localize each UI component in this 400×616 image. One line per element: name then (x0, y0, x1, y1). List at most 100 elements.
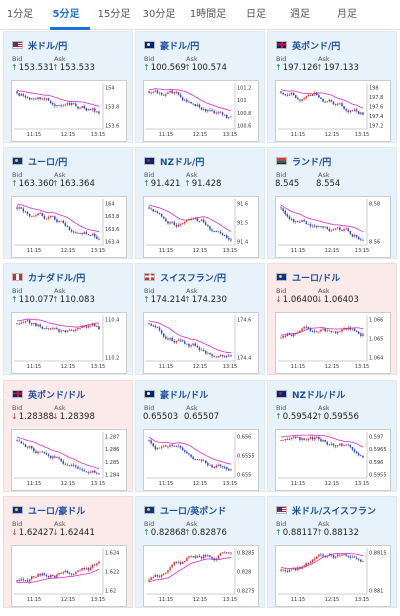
candle-body (198, 220, 201, 222)
price-chart[interactable]: 1.624 1.622 1.62 11:15 12:15 13:15 (11, 545, 127, 607)
tab-3[interactable]: 15分足 (97, 9, 131, 20)
candle-body (288, 216, 291, 220)
candle-body (303, 220, 305, 222)
candle-body (181, 562, 184, 565)
candle-body (171, 90, 173, 94)
candle-body (163, 94, 165, 96)
tab-1[interactable]: 1分足 (6, 9, 34, 20)
price-chart[interactable]: 8.58 8.56 11:15 12:15 13:15 (275, 196, 391, 258)
currency-pair-title[interactable]: ランド/円 (276, 155, 331, 168)
candle-body (295, 333, 297, 334)
currency-pair-title[interactable]: ユーロ/円 (12, 155, 67, 168)
price-chart[interactable]: 0.656 0.6555 0.655 11:15 12:15 13:15 (143, 429, 259, 491)
price-chart[interactable]: 0.8815 0.881 11:15 12:15 13:15 (275, 545, 391, 607)
tab-6[interactable]: 日足 (246, 9, 266, 20)
candle-body (330, 99, 333, 102)
currency-card[interactable]: NZドル/円 Bid Ask ↑91.421 ↑91.428 91.6 91.5 91.4 11… (135, 147, 265, 259)
candle-body (226, 552, 228, 554)
y-tick-label: 91.4 (237, 240, 248, 246)
price-chart[interactable]: 164 163.8 163.6 163.4 11:15 12:15 13:15 (11, 196, 127, 258)
price-chart[interactable]: 154 153.8 153.6 11:15 12:15 13:15 (11, 80, 127, 142)
currency-card[interactable]: ユーロ/英ポンド Bid Ask ↑0.82868 ↑0.82876 0.8285 0.82… (135, 496, 265, 608)
candle-body (16, 440, 18, 442)
currency-pair-title[interactable]: 英ポンド/ドル (12, 388, 85, 401)
candle-body (207, 224, 209, 227)
candle-body (221, 552, 224, 554)
candle-body (313, 437, 316, 440)
candle-body (355, 451, 358, 454)
currency-card[interactable]: 米ドル/円 Bid Ask ↑153.531 ↑153.533 154 153.8 153.6… (3, 31, 133, 143)
currency-pair-title[interactable]: ユーロ/英ポンド (144, 504, 226, 517)
candle-body (77, 466, 79, 469)
currency-pair-title[interactable]: NZドル/ドル (276, 388, 345, 401)
y-tick-label: 154 (105, 86, 115, 92)
tab-5[interactable]: 1時間足 (189, 9, 227, 20)
tab-7[interactable]: 週足 (290, 9, 310, 20)
currency-card[interactable]: 英ポンド/円 Bid Ask ↑197.126 ↑197.133 198 197.8 197.… (267, 31, 397, 143)
currency-card[interactable]: スイスフラン/円 Bid Ask ↑174.214 ↑174.230 174.6 174.4… (135, 263, 265, 375)
price-chart[interactable]: 198 197.8 197.6 197.4 197.2 11:15 12:15 13:15 (275, 80, 391, 142)
candle-body (52, 574, 54, 576)
candle-body (66, 103, 69, 105)
candle-body (24, 95, 27, 98)
candle-body (345, 228, 347, 230)
ask-price: 8.554 (316, 179, 340, 189)
candle-body (194, 459, 196, 460)
candle-body (160, 446, 163, 448)
price-chart[interactable]: 91.6 91.5 91.4 11:15 12:15 13:15 (143, 196, 259, 258)
price-chart[interactable]: 1.066 1.065 1.064 11:15 12:15 13:15 (275, 312, 391, 374)
candle-body (16, 207, 18, 209)
candle-body (284, 211, 286, 215)
candle-body (205, 108, 207, 112)
currency-pair-title[interactable]: 米ドル/スイスフラン (276, 504, 376, 517)
currency-card[interactable]: 豪ドル/円 Bid Ask ↑100.569 ↑100.574 101.2 101 100.8… (135, 31, 265, 143)
currency-card[interactable]: ランド/円 Bid Ask 8.545 8.554 8.58 8.56 11:15 12:15 1… (267, 147, 397, 259)
bid-price: ↑0.88117 (275, 528, 318, 538)
currency-pair-title[interactable]: ユーロ/豪ドル (12, 504, 85, 517)
candle-body (56, 104, 58, 106)
currency-card[interactable]: NZドル/ドル Bid Ask ↑0.59542 ↑0.59556 0.597 0.5965… (267, 380, 397, 492)
currency-pair-title[interactable]: スイスフラン/円 (144, 271, 226, 284)
x-tick-label: 13:15 (91, 364, 105, 370)
candle-body (79, 468, 81, 470)
candle-body (219, 355, 222, 356)
x-tick-label: 13:15 (223, 597, 237, 603)
ask-label: Ask (318, 287, 330, 295)
candle-body (330, 230, 333, 232)
ask-label: Ask (186, 55, 198, 63)
currency-card[interactable]: 米ドル/スイスフラン Bid Ask ↑0.88117 ↑0.88132 0.8815 0.… (267, 496, 397, 608)
ask-price: 0.65507 (184, 412, 219, 422)
currency-card[interactable]: ユーロ/ドル Bid Ask ↓1.06400 ↓1.06403 1.066 1.065 1.… (267, 263, 397, 375)
candle-body (219, 464, 222, 467)
currency-pair-title[interactable]: 豪ドル/ドル (144, 388, 208, 401)
candle-body (228, 469, 230, 471)
price-chart[interactable]: 174.6 174.4 11:15 12:15 13:15 (143, 312, 259, 374)
currency-card[interactable]: 英ポンド/ドル Bid Ask ↓1.28388 ↓1.28398 1.287 1.286 1… (3, 380, 133, 492)
currency-pair-title[interactable]: カナダドル/円 (12, 271, 85, 284)
y-tick-label: 197.6 (369, 105, 383, 111)
currency-card[interactable]: ユーロ/円 Bid Ask ↑163.360 ↑163.364 164 163.8 163.6… (3, 147, 133, 259)
tab-2[interactable]: 5分足 (52, 9, 80, 20)
price-chart[interactable]: 1.287 1.286 1.285 1.284 11:15 12:15 13:15 (11, 429, 127, 491)
price-chart[interactable]: 0.8285 0.828 0.8275 11:15 12:15 13:15 (143, 545, 259, 607)
x-tick-label: 12:15 (61, 481, 75, 487)
price-chart[interactable]: 0.597 0.5965 0.596 0.5955 11:15 12:15 13:15 (275, 429, 391, 491)
candle-body (223, 114, 226, 116)
currency-pair-title[interactable]: 米ドル/円 (12, 39, 67, 52)
price-chart[interactable]: 110.4 110.2 11:15 12:15 13:15 (11, 312, 127, 374)
currency-pair-title[interactable]: 豪ドル/円 (144, 39, 199, 52)
candle-body (56, 574, 58, 578)
candle-body (280, 569, 282, 571)
currency-card[interactable]: ユーロ/豪ドル Bid Ask ↓1.62427 ↓1.62441 1.624 1.622 1… (3, 496, 133, 608)
currency-pair-title[interactable]: NZドル/円 (144, 155, 204, 168)
currency-pair-title[interactable]: ユーロ/ドル (276, 271, 340, 284)
candle-body (301, 328, 303, 331)
currency-pair-title[interactable]: 英ポンド/円 (276, 39, 340, 52)
candle-body (297, 436, 299, 438)
tab-4[interactable]: 30分足 (142, 9, 176, 20)
tab-8[interactable]: 月足 (337, 9, 357, 20)
currency-card[interactable]: カナダドル/円 Bid Ask ↑110.077 ↑110.083 110.4 110.2 1… (3, 263, 133, 375)
price-chart[interactable]: 101.2 101 100.8 100.6 11:15 12:15 13:15 (143, 80, 259, 142)
x-tick-label: 12:15 (193, 132, 207, 138)
currency-card[interactable]: 豪ドル/ドル Bid Ask 0.65503 0.65507 0.656 0.6555 0.6… (135, 380, 265, 492)
